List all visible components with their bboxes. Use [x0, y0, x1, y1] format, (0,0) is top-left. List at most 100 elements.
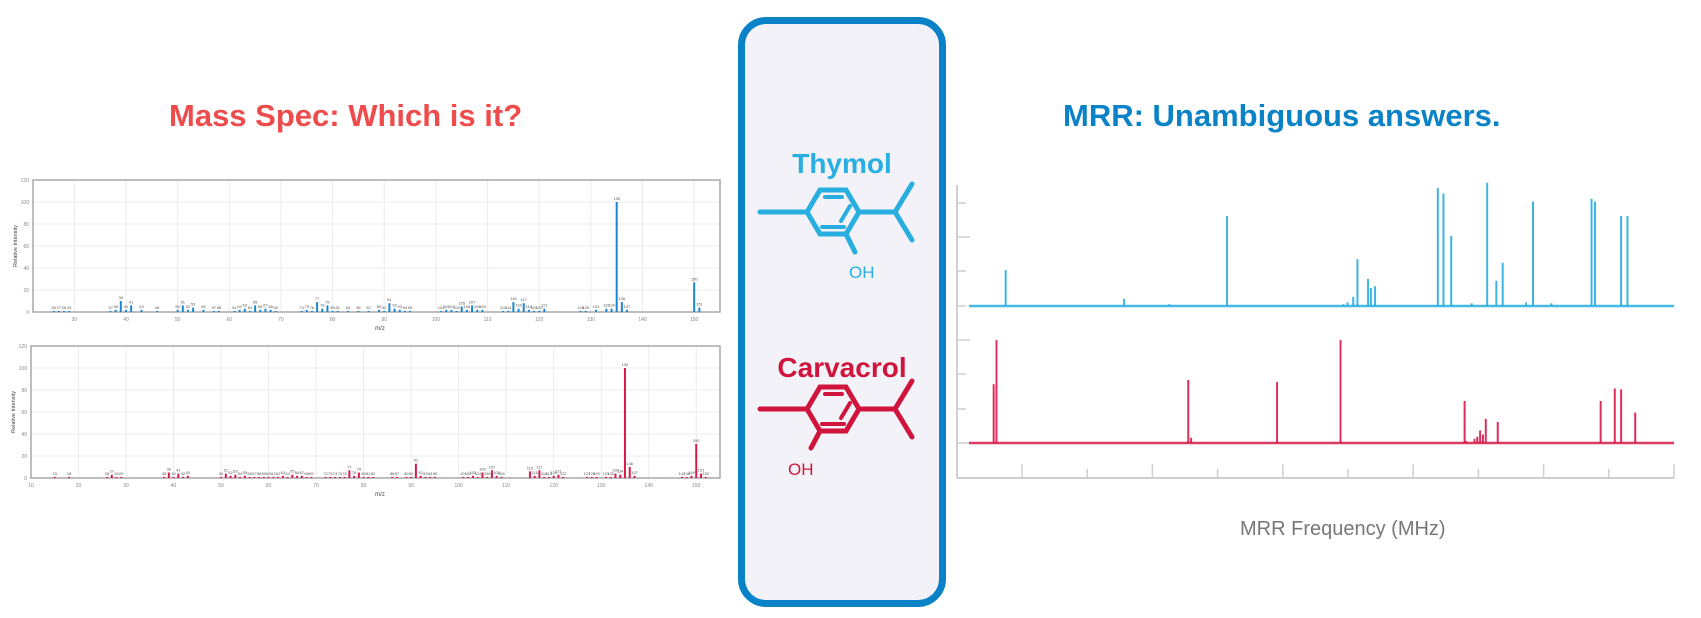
svg-text:150: 150 [690, 317, 699, 323]
svg-text:114: 114 [505, 305, 512, 310]
svg-text:26: 26 [105, 471, 110, 476]
svg-text:137: 137 [631, 470, 638, 475]
svg-text:92: 92 [392, 303, 397, 308]
svg-text:55: 55 [201, 304, 206, 309]
svg-text:118: 118 [526, 304, 533, 309]
svg-text:134: 134 [608, 303, 615, 308]
mrr-spectrum-chart [950, 170, 1690, 490]
svg-text:131: 131 [593, 304, 600, 309]
svg-text:75: 75 [338, 471, 343, 476]
svg-text:135: 135 [622, 362, 629, 367]
svg-text:67: 67 [300, 470, 305, 475]
svg-text:90: 90 [381, 317, 387, 323]
svg-text:40: 40 [171, 471, 176, 476]
svg-text:80: 80 [330, 317, 336, 323]
svg-text:93: 93 [423, 471, 428, 476]
svg-text:90: 90 [408, 483, 414, 489]
svg-text:52: 52 [228, 470, 233, 475]
svg-text:85: 85 [356, 305, 361, 310]
svg-text:83: 83 [346, 305, 351, 310]
svg-text:108: 108 [474, 304, 481, 309]
svg-text:120: 120 [21, 178, 30, 184]
svg-text:151: 151 [696, 302, 703, 307]
svg-text:78: 78 [352, 470, 357, 475]
svg-text:68: 68 [304, 471, 309, 476]
svg-text:130: 130 [587, 317, 596, 323]
svg-text:120: 120 [536, 305, 543, 310]
svg-text:26: 26 [51, 305, 56, 310]
svg-text:102: 102 [443, 304, 450, 309]
svg-text:127: 127 [584, 471, 591, 476]
svg-text:70: 70 [278, 317, 284, 323]
svg-text:77: 77 [315, 296, 320, 301]
svg-text:152: 152 [702, 471, 709, 476]
svg-text:81: 81 [366, 471, 371, 476]
svg-text:41: 41 [129, 299, 134, 304]
thymol-mass-spectrum-chart: 0 20 40 60 80 100 120 30 40 50 60 70 80 90 100 110 120 13… [0, 170, 730, 330]
svg-text:29: 29 [67, 305, 72, 310]
svg-text:80: 80 [361, 471, 366, 476]
svg-text:100: 100 [432, 317, 441, 323]
svg-text:20: 20 [21, 454, 27, 460]
svg-text:75: 75 [305, 304, 310, 309]
svg-text:61: 61 [271, 471, 276, 476]
svg-text:29: 29 [119, 471, 124, 476]
svg-text:80: 80 [21, 388, 27, 394]
svg-text:56: 56 [247, 471, 252, 476]
svg-text:120: 120 [550, 483, 559, 489]
svg-text:80: 80 [330, 305, 335, 310]
svg-text:147: 147 [679, 471, 686, 476]
svg-text:28: 28 [114, 471, 119, 476]
svg-text:74: 74 [333, 471, 338, 476]
thymol-mrr-series [969, 182, 1674, 308]
carvacrol-oh-label: OH [788, 460, 814, 479]
svg-text:91: 91 [387, 297, 392, 302]
svg-text:79: 79 [357, 467, 362, 472]
svg-text:122: 122 [560, 471, 567, 476]
svg-text:95: 95 [433, 471, 438, 476]
svg-text:150: 150 [692, 483, 701, 489]
svg-text:Relative Intensity: Relative Intensity [13, 225, 19, 267]
svg-text:66: 66 [295, 470, 300, 475]
carvacrol-label: Carvacrol [777, 352, 907, 383]
svg-text:20: 20 [76, 483, 82, 489]
svg-text:116: 116 [531, 470, 538, 475]
svg-text:110: 110 [502, 483, 510, 489]
molecule-comparison-panel: Thymol Carvacrol OH OH [738, 17, 946, 607]
thymol-structure-icon [757, 181, 915, 255]
molecule-structures: OH OH [757, 181, 915, 479]
svg-text:100: 100 [19, 366, 28, 372]
svg-text:18: 18 [67, 471, 72, 476]
svg-text:129: 129 [582, 305, 589, 310]
svg-text:115: 115 [510, 296, 517, 301]
svg-text:89: 89 [377, 304, 382, 309]
svg-text:103: 103 [470, 470, 477, 475]
svg-text:86: 86 [390, 471, 395, 476]
svg-text:91: 91 [414, 458, 419, 463]
svg-text:128: 128 [588, 471, 595, 476]
svg-text:38: 38 [162, 471, 167, 476]
svg-text:93: 93 [398, 304, 403, 309]
svg-text:87: 87 [395, 471, 400, 476]
svg-text:60: 60 [266, 483, 272, 489]
svg-text:60: 60 [266, 471, 271, 476]
svg-text:40: 40 [123, 317, 129, 323]
svg-text:m/z: m/z [375, 326, 385, 330]
svg-text:60: 60 [21, 410, 27, 416]
svg-text:62: 62 [276, 471, 281, 476]
svg-text:42: 42 [181, 471, 186, 476]
svg-text:40: 40 [21, 432, 27, 438]
svg-text:28: 28 [62, 305, 67, 310]
svg-text:80: 80 [23, 222, 29, 228]
svg-text:109: 109 [479, 304, 486, 309]
svg-text:30: 30 [123, 483, 129, 489]
svg-text:148: 148 [683, 471, 690, 476]
svg-text:107: 107 [489, 464, 496, 469]
svg-text:134: 134 [617, 469, 624, 474]
svg-text:95: 95 [408, 305, 413, 310]
svg-text:120: 120 [535, 317, 544, 323]
svg-text:140: 140 [645, 483, 654, 489]
svg-text:80: 80 [361, 483, 367, 489]
svg-text:63: 63 [281, 470, 286, 475]
svg-text:50: 50 [175, 317, 181, 323]
